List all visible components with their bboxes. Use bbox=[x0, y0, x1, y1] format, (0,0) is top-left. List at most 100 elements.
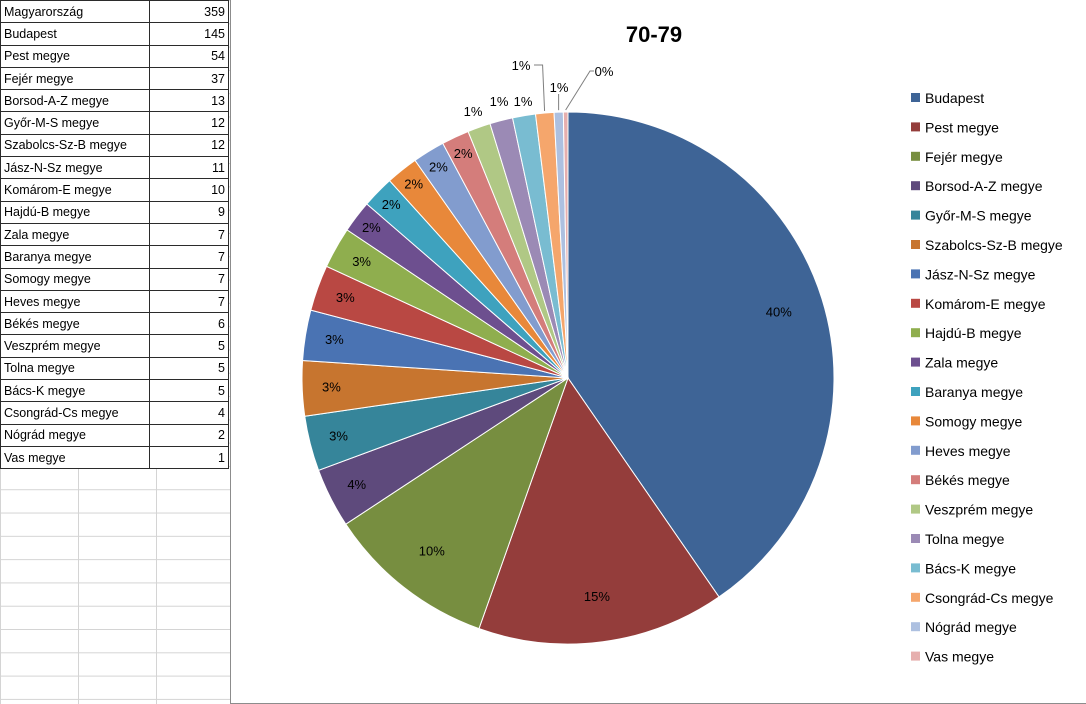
pie-data-label: 2% bbox=[404, 177, 423, 192]
cell-count[interactable]: 5 bbox=[149, 379, 229, 403]
legend-entry: Bács-K megye bbox=[925, 560, 1016, 576]
legend-entry: Somogy megye bbox=[925, 413, 1022, 429]
cell-county-name[interactable]: Bács-K megye bbox=[0, 379, 150, 403]
legend-swatch bbox=[911, 210, 920, 220]
pie-slice[interactable] bbox=[345, 376, 569, 630]
cell-count[interactable]: 10 bbox=[149, 178, 229, 202]
pie-data-label: 0% bbox=[595, 64, 614, 79]
pie-slice[interactable] bbox=[478, 376, 720, 645]
table-row: Bács-K megye 5 bbox=[0, 379, 229, 403]
table-row: Pest megye 54 bbox=[0, 44, 229, 68]
legend-swatch bbox=[911, 181, 920, 191]
cell-count[interactable]: 37 bbox=[149, 66, 229, 91]
legend-entry: Zala megye bbox=[925, 355, 998, 371]
cell-count[interactable]: 13 bbox=[149, 89, 229, 113]
legend-entry: Baranya megye bbox=[925, 384, 1023, 400]
legend-swatch bbox=[911, 151, 920, 161]
cell-count[interactable]: 145 bbox=[149, 22, 229, 46]
cell-count[interactable]: 7 bbox=[149, 222, 229, 247]
cell-county-name[interactable]: Magyarország bbox=[0, 0, 150, 24]
table-row: Komárom-E megye 10 bbox=[0, 178, 229, 202]
legend-swatch bbox=[911, 328, 920, 338]
legend-swatch bbox=[911, 504, 920, 514]
cell-count[interactable]: 12 bbox=[149, 133, 229, 158]
cell-count[interactable]: 7 bbox=[149, 289, 229, 314]
pie-data-label: 3% bbox=[352, 254, 371, 269]
table-row: Borsod-A-Z megye 13 bbox=[0, 89, 229, 113]
legend-entry: Békés megye bbox=[925, 472, 1010, 488]
legend-swatch bbox=[911, 563, 920, 573]
cell-count[interactable]: 4 bbox=[149, 401, 229, 425]
cell-count[interactable]: 5 bbox=[149, 356, 229, 381]
pie-slice[interactable] bbox=[562, 111, 569, 379]
cell-county-name[interactable]: Pest megye bbox=[0, 44, 150, 68]
cell-county-name[interactable]: Csongrád-Cs megye bbox=[0, 401, 150, 425]
table-row: Csongrád-Cs megye 4 bbox=[0, 401, 229, 425]
cell-county-name[interactable]: Fejér megye bbox=[0, 66, 150, 91]
cell-county-name[interactable]: Szabolcs-Sz-B megye bbox=[0, 133, 150, 158]
pie-data-label: 40% bbox=[766, 304, 792, 319]
cell-county-name[interactable]: Tolna megye bbox=[0, 356, 150, 381]
pie-data-label: 10% bbox=[419, 544, 445, 559]
legend-entry: Borsod-A-Z megye bbox=[925, 178, 1043, 194]
cell-count[interactable]: 5 bbox=[149, 334, 229, 358]
data-table: Magyarország 359 Budapest 145 Pest megye 54 Fe… bbox=[0, 0, 229, 470]
pie-data-label: 1% bbox=[512, 58, 531, 73]
cell-county-name[interactable]: Komárom-E megye bbox=[0, 178, 150, 202]
pie-data-label: 1% bbox=[490, 94, 509, 109]
table-row: Békés megye 6 bbox=[0, 312, 229, 336]
cell-county-name[interactable]: Borsod-A-Z megye bbox=[0, 89, 150, 113]
cell-county-name[interactable]: Heves megye bbox=[0, 289, 150, 314]
table-row: Veszprém megye 5 bbox=[0, 334, 229, 358]
chart-legend: Budapest Pest megye Fejér megye Borsod-A-Z … bbox=[911, 90, 1063, 665]
cell-count[interactable]: 11 bbox=[149, 156, 229, 180]
legend-swatch bbox=[911, 534, 920, 543]
cell-county-name[interactable]: Budapest bbox=[0, 22, 150, 46]
legend-swatch bbox=[911, 445, 920, 455]
cell-count[interactable]: 12 bbox=[149, 111, 229, 135]
legend-entry: Komárom-E megye bbox=[925, 296, 1046, 312]
cell-count[interactable]: 7 bbox=[149, 267, 229, 291]
pie-data-label: 15% bbox=[584, 589, 610, 604]
table-row: Szabolcs-Sz-B megye 12 bbox=[0, 133, 229, 158]
cell-county-name[interactable]: Somogy megye bbox=[0, 267, 150, 291]
cell-count[interactable]: 7 bbox=[149, 245, 229, 269]
legend-entry: Csongrád-Cs megye bbox=[925, 590, 1054, 606]
pie-data-label: 1% bbox=[550, 80, 569, 95]
pie-data-label: 2% bbox=[382, 197, 401, 212]
cell-county-name[interactable]: Békés megye bbox=[0, 312, 150, 336]
cell-county-name[interactable]: Baranya megye bbox=[0, 245, 150, 269]
table-row: Győr-M-S megye 12 bbox=[0, 111, 229, 135]
cell-county-name[interactable]: Zala megye bbox=[0, 222, 150, 247]
cell-county-name[interactable]: Hajdú-B megye bbox=[0, 200, 150, 224]
table-row: Fejér megye 37 bbox=[0, 66, 229, 91]
leader-line bbox=[534, 64, 546, 112]
pie-data-label: 2% bbox=[429, 159, 448, 174]
legend-swatch bbox=[911, 357, 920, 367]
cell-county-name[interactable]: Jász-N-Sz megye bbox=[0, 156, 150, 180]
cell-count[interactable]: 1 bbox=[149, 445, 229, 470]
legend-entry: Budapest bbox=[925, 90, 984, 106]
legend-entry: Nógrád megye bbox=[925, 619, 1017, 635]
cell-county-name[interactable]: Nógrád megye bbox=[0, 423, 150, 447]
pie-data-label: 3% bbox=[325, 332, 344, 347]
cell-county-name[interactable]: Győr-M-S megye bbox=[0, 111, 150, 135]
pie-data-label: 2% bbox=[362, 220, 381, 235]
legend-entry: Hajdú-B megye bbox=[925, 325, 1022, 341]
cell-count[interactable]: 9 bbox=[149, 200, 229, 224]
legend-entry: Tolna megye bbox=[925, 531, 1005, 547]
legend-entry: Győr-M-S megye bbox=[925, 208, 1032, 224]
legend-entry: Heves megye bbox=[925, 443, 1011, 459]
legend-entry: Pest megye bbox=[925, 119, 999, 135]
cell-count[interactable]: 359 bbox=[149, 0, 229, 24]
cell-county-name[interactable]: Vas megye bbox=[0, 445, 150, 470]
cell-count[interactable]: 2 bbox=[149, 423, 229, 447]
cell-count[interactable]: 54 bbox=[149, 44, 229, 68]
cell-count[interactable]: 6 bbox=[149, 312, 229, 336]
pie-slice[interactable] bbox=[567, 111, 835, 598]
table-row: Somogy megye 7 bbox=[0, 267, 229, 291]
cell-county-name[interactable]: Veszprém megye bbox=[0, 334, 150, 358]
leader-line bbox=[565, 70, 594, 111]
chart-area[interactable]: 70-79 40% 15% 10% 4% 3% 3% 3% 3% 3% 2% 2% 2% 2% 2% 1% 1… bbox=[230, 0, 1086, 704]
legend-swatch bbox=[911, 93, 920, 102]
